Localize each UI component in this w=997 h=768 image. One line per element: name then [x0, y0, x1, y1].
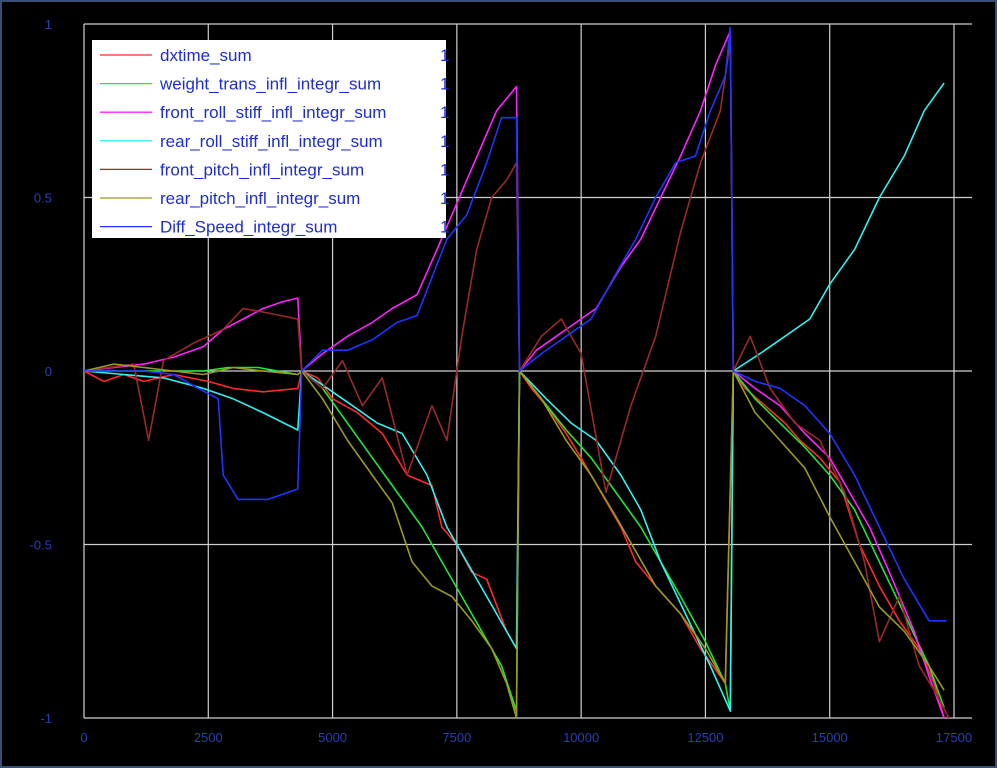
series-line-rear_roll_stiff_infl_integr_sum	[83, 82, 945, 712]
x-tick-label: 0	[80, 730, 87, 745]
legend-label: dxtime_sum	[160, 46, 252, 65]
x-tick-label: 12500	[687, 730, 723, 745]
x-tick-label: 2500	[194, 730, 223, 745]
series-line-rear_pitch_infl_integr_sum	[83, 363, 945, 719]
legend-label: weight_trans_infl_integr_sum	[159, 75, 381, 94]
y-tick-label: 0.5	[34, 191, 52, 206]
series-line-weight_trans_infl_integr_sum	[84, 366, 945, 712]
x-tick-label: 15000	[812, 730, 848, 745]
legend: dxtime_sum 1 weight_trans_infl_integr_sum 1…	[92, 40, 449, 238]
series-layer	[83, 26, 950, 719]
legend-value: 1	[440, 46, 449, 65]
legend-label: front_roll_stiff_infl_integr_sum	[160, 103, 386, 122]
x-tick-label: 7500	[442, 730, 471, 745]
legend-label: rear_pitch_infl_integr_sum	[160, 189, 360, 208]
legend-label: front_pitch_infl_integr_sum	[160, 160, 364, 179]
legend-label: rear_roll_stiff_infl_integr_sum	[160, 132, 383, 151]
x-tick-label: 10000	[563, 730, 599, 745]
y-tick-label: -0.5	[30, 538, 52, 553]
legend-value: 1	[440, 75, 449, 94]
x-tick-label: 17500	[936, 730, 972, 745]
y-tick-label: -1	[40, 711, 52, 726]
legend-value: 1	[440, 218, 449, 237]
legend-value: 1	[440, 103, 449, 122]
series-line-Diff_Speed_integr_sum	[84, 26, 947, 622]
axis-tick-labels: 0 2500 5000 7500 10000 12500 15000 17500 1 0.5 0 -0…	[30, 17, 972, 745]
x-tick-label: 5000	[318, 730, 347, 745]
legend-box	[92, 40, 446, 238]
y-tick-label: 0	[45, 364, 52, 379]
legend-label: Diff_Speed_integr_sum	[160, 218, 337, 237]
series-line-dxtime_sum	[83, 370, 945, 719]
legend-value: 1	[440, 189, 449, 208]
legend-value: 1	[440, 132, 449, 151]
legend-value: 1	[440, 160, 449, 179]
y-tick-label: 1	[45, 17, 52, 32]
